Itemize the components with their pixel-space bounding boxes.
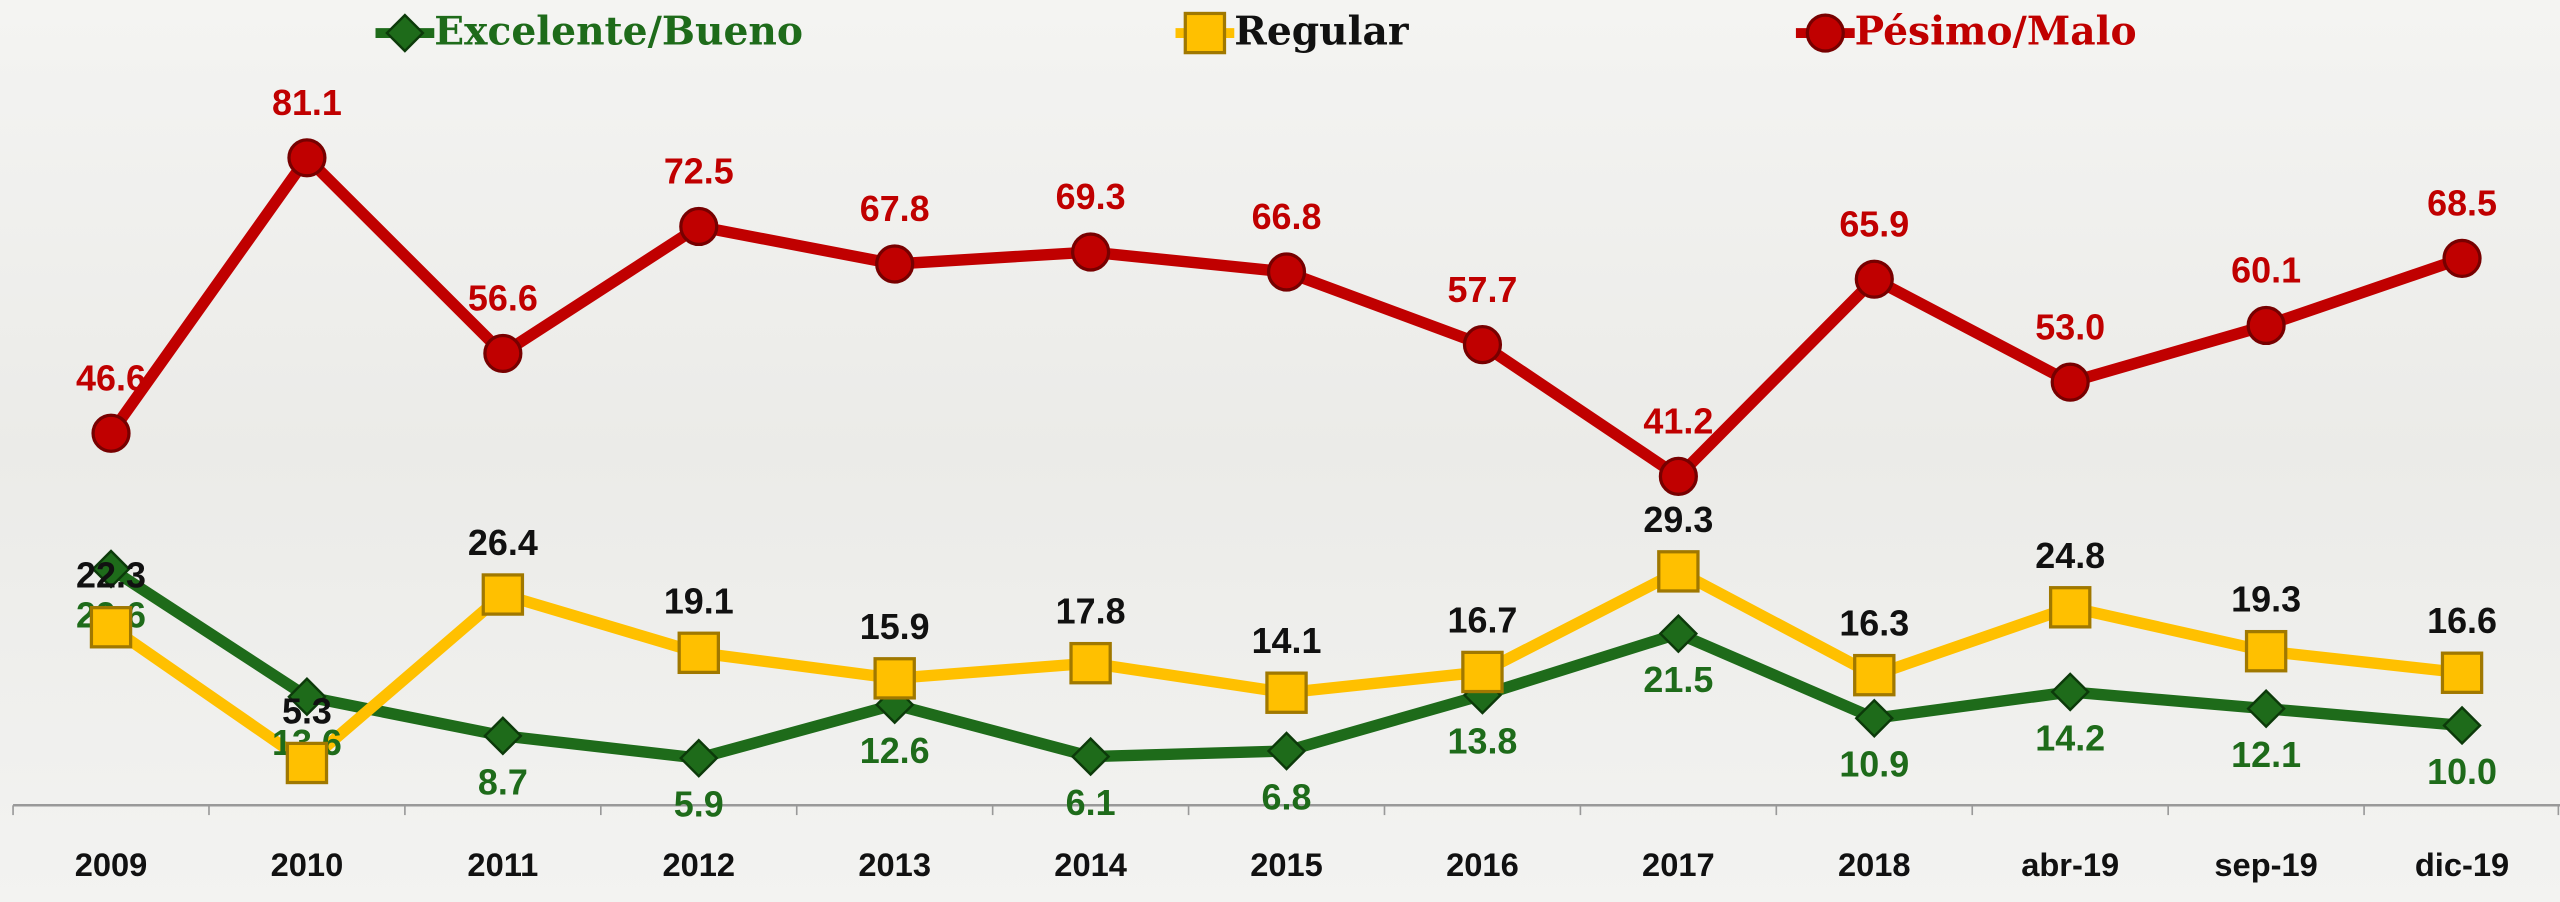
data-label: 41.2 [1643, 401, 1713, 442]
data-label: 12.1 [2231, 734, 2301, 775]
marker [483, 716, 523, 756]
data-label: 72.5 [664, 151, 734, 192]
data-label: 66.8 [1252, 196, 1322, 237]
marker [2244, 629, 2288, 673]
marker [2050, 672, 2090, 712]
data-label: 60.1 [2231, 250, 2301, 291]
data-label: 16.7 [1448, 599, 1518, 640]
legend-label: Excelente/Bueno [434, 9, 803, 55]
x-tick-label: sep-19 [2214, 846, 2317, 883]
x-tick-label: 2017 [1642, 846, 1715, 883]
data-label: 21.5 [1643, 659, 1713, 700]
marker [385, 13, 425, 53]
marker [1658, 456, 1698, 496]
data-label: 68.5 [2427, 183, 2497, 224]
data-label: 29.3 [1643, 499, 1713, 540]
marker [483, 333, 523, 374]
data-label: 8.7 [478, 761, 528, 802]
x-tick-label: dic-19 [2415, 846, 2509, 883]
data-label: 24.8 [2035, 535, 2105, 576]
marker [2440, 651, 2484, 694]
marker [873, 657, 916, 700]
legend-label: Pésimo/Malo [1855, 9, 2137, 55]
marker [2050, 362, 2090, 402]
marker [91, 413, 131, 453]
marker [1854, 698, 1894, 738]
data-label: 6.1 [1066, 782, 1116, 823]
data-label: 57.7 [1448, 269, 1518, 310]
data-label: 53.0 [2035, 306, 2105, 347]
data-label: 19.3 [2231, 579, 2301, 620]
marker [481, 573, 525, 616]
legend-label: Regular [1234, 9, 1410, 55]
marker [91, 549, 131, 589]
x-tick-label: 2010 [271, 846, 344, 883]
data-label: 5.3 [282, 690, 332, 731]
data-label: 5.9 [674, 784, 724, 825]
marker [2246, 305, 2286, 346]
data-label: 13.8 [1448, 721, 1518, 762]
marker [1657, 550, 1700, 593]
x-tick-label: 2014 [1054, 846, 1127, 883]
data-label: 22.3 [76, 555, 146, 596]
marker [1462, 325, 1503, 365]
marker [2048, 586, 2092, 629]
x-tick-label: 2018 [1838, 846, 1911, 883]
marker [2442, 238, 2482, 278]
marker [1070, 736, 1111, 777]
data-label: 12.6 [860, 730, 930, 771]
x-tick-label: 2011 [467, 846, 538, 883]
data-label: 81.1 [272, 82, 342, 123]
marker [1266, 252, 1307, 292]
data-label: 16.3 [1839, 603, 1909, 644]
marker [679, 206, 719, 247]
data-label: 19.1 [664, 580, 734, 621]
marker [1071, 232, 1111, 272]
marker [89, 606, 133, 649]
data-label: 14.1 [1252, 620, 1322, 661]
marker [1265, 671, 1308, 714]
series-line [107, 564, 2463, 764]
marker [287, 677, 327, 717]
marker [1266, 731, 1307, 771]
marker [287, 138, 327, 178]
data-label: 6.8 [1262, 776, 1312, 817]
marker [1853, 653, 1896, 697]
data-label: 65.9 [1839, 203, 1909, 244]
data-label: 10.0 [2427, 751, 2497, 792]
data-label: 16.6 [2427, 600, 2497, 641]
data-label: 14.2 [2035, 717, 2105, 758]
x-tick-label: 2013 [858, 846, 931, 883]
data-label: 15.9 [860, 606, 930, 647]
marker [285, 741, 329, 785]
x-tick-label: 2012 [662, 846, 735, 883]
marker [1805, 13, 1845, 53]
marker [2442, 705, 2482, 746]
x-tick-label: 2016 [1446, 846, 1519, 883]
marker [1854, 259, 1894, 299]
data-label: 10.9 [1839, 744, 1909, 785]
data-label: 67.8 [860, 188, 930, 229]
x-tick-label: 2015 [1250, 846, 1323, 883]
data-label: 56.6 [468, 278, 538, 319]
marker [1183, 11, 1227, 55]
marker [1069, 641, 1112, 685]
marker [875, 244, 915, 284]
marker [679, 738, 719, 778]
data-label: 26.4 [468, 522, 538, 563]
marker [1461, 650, 1504, 694]
marker [2246, 688, 2286, 729]
marker [1658, 613, 1699, 654]
marker [677, 631, 720, 675]
data-label: 69.3 [1056, 176, 1126, 217]
data-label: 46.6 [76, 357, 146, 398]
x-tick-label: 2009 [75, 846, 148, 883]
x-tick-label: abr-19 [2021, 846, 2119, 883]
data-label: 17.8 [1056, 591, 1126, 632]
